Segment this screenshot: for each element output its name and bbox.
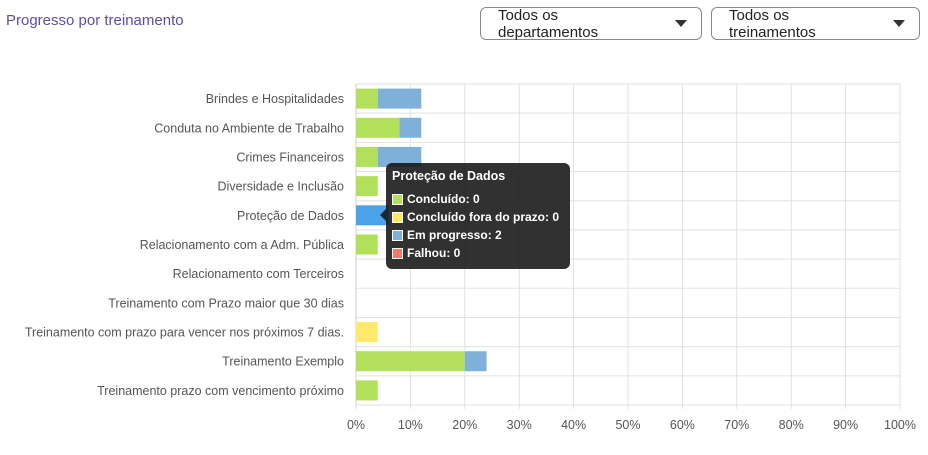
category-label: Treinamento com Prazo maior que 30 dias bbox=[108, 296, 344, 310]
category-label: Treinamento Exemplo bbox=[222, 355, 344, 369]
caret-down-icon bbox=[893, 20, 905, 27]
tooltip-arrow bbox=[380, 209, 386, 221]
category-label: Crimes Financeiros bbox=[236, 150, 344, 164]
training-filter-dropdown[interactable]: Todos os treinamentos bbox=[711, 6, 920, 41]
tooltip-row-label: Falhou: 0 bbox=[407, 246, 461, 260]
x-tick-label: 10% bbox=[398, 418, 423, 432]
bar-segment bbox=[356, 146, 378, 167]
legend-swatch bbox=[392, 193, 403, 205]
bar-segment bbox=[356, 88, 378, 109]
department-filter-dropdown[interactable]: Todos os departamentos bbox=[480, 6, 702, 41]
chart-title: Progresso por treinamento bbox=[6, 12, 184, 29]
category-label: Diversidade e Inclusão bbox=[218, 180, 345, 194]
tooltip-row: Falhou: 0 bbox=[392, 244, 564, 262]
x-tick-label: 20% bbox=[452, 418, 477, 432]
tooltip-row: Em progresso: 2 bbox=[392, 226, 564, 244]
x-tick-label: 70% bbox=[724, 418, 749, 432]
x-tick-label: 30% bbox=[507, 418, 532, 432]
category-label: Treinamento prazo com vencimento próximo bbox=[97, 384, 344, 398]
chart-tooltip: Proteção de Dados Concluído: 0 Concluído… bbox=[380, 163, 570, 269]
category-label: Treinamento com prazo para vencer nos pr… bbox=[25, 326, 344, 340]
bar-segment bbox=[356, 117, 400, 138]
training-filter-label: Todos os treinamentos bbox=[729, 6, 816, 41]
x-tick-label: 90% bbox=[833, 418, 858, 432]
bar-segment bbox=[356, 380, 378, 401]
bar-segment bbox=[356, 351, 465, 372]
tooltip-row: Concluído: 0 bbox=[392, 190, 564, 208]
bar-segment bbox=[356, 234, 378, 255]
bar-segment bbox=[377, 146, 422, 167]
x-tick-label: 60% bbox=[670, 418, 695, 432]
category-label: Proteção de Dados bbox=[237, 209, 344, 223]
tooltip-title: Proteção de Dados bbox=[392, 169, 506, 183]
department-filter-label: Todos os departamentos bbox=[498, 6, 599, 41]
legend-swatch bbox=[392, 211, 403, 223]
tooltip-row: Concluído fora do prazo: 0 bbox=[392, 208, 564, 226]
x-tick-label: 50% bbox=[615, 418, 640, 432]
caret-down-icon bbox=[675, 20, 687, 27]
category-label: Brindes e Hospitalidades bbox=[206, 92, 344, 106]
bar-segment bbox=[399, 117, 422, 138]
legend-swatch bbox=[392, 247, 403, 259]
bar-segment bbox=[356, 322, 378, 343]
bar-segment bbox=[356, 176, 378, 197]
tooltip-row-label: Concluído fora do prazo: 0 bbox=[407, 210, 559, 224]
x-tick-label: 40% bbox=[561, 418, 586, 432]
x-tick-label: 100% bbox=[884, 418, 916, 432]
bar-segment bbox=[464, 351, 487, 372]
tooltip-row-label: Concluído: 0 bbox=[407, 192, 480, 206]
category-label: Relacionamento com Terceiros bbox=[173, 267, 344, 281]
x-tick-label: 80% bbox=[779, 418, 804, 432]
bar-segment bbox=[377, 88, 422, 109]
legend-swatch bbox=[392, 229, 403, 241]
category-label: Conduta no Ambiente de Trabalho bbox=[154, 121, 344, 135]
x-tick-label: 0% bbox=[347, 418, 365, 432]
category-label: Relacionamento com a Adm. Pública bbox=[140, 238, 344, 252]
tooltip-row-label: Em progresso: 2 bbox=[407, 228, 502, 242]
